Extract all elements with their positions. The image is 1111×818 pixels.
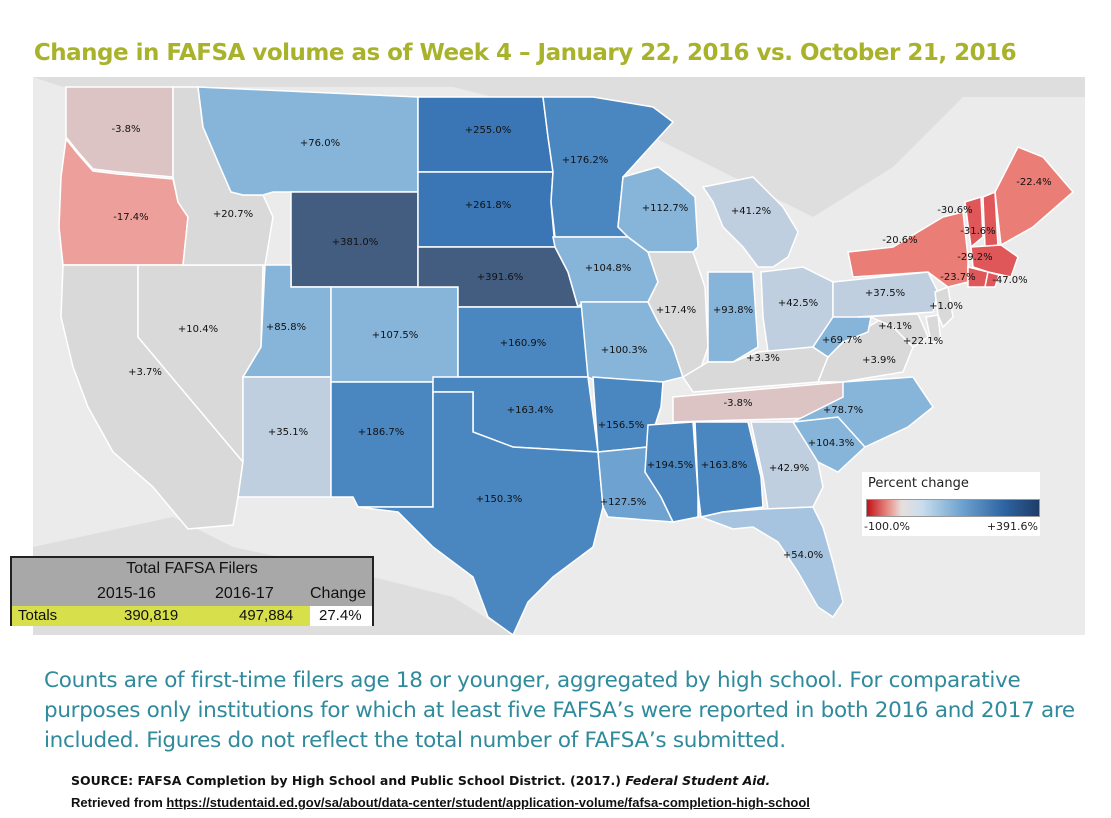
- state-de[interactable]: [925, 314, 942, 343]
- retrieved-prefix: Retrieved from: [71, 795, 167, 810]
- state-label-md: +4.1%: [878, 321, 912, 332]
- state-nc[interactable]: [792, 376, 935, 448]
- col-2015-16: 2015-16: [97, 585, 156, 602]
- state-label-sd: +261.8%: [465, 200, 512, 211]
- state-label-ar: +156.5%: [598, 420, 645, 431]
- state-label-ga: +42.9%: [769, 463, 809, 474]
- legend-max-label: +391.6%: [986, 520, 1038, 533]
- state-label-ut: +85.8%: [266, 322, 306, 333]
- legend-title: Percent change: [868, 476, 969, 491]
- state-label-ma: -29.2%: [957, 252, 992, 263]
- state-label-la: +127.5%: [600, 497, 647, 508]
- totals-value-2016-17: 497,884: [239, 607, 294, 624]
- state-label-mn: +176.2%: [562, 155, 609, 166]
- totals-table: Total FAFSA Filers 2015-16 2016-17 Chang…: [10, 556, 374, 626]
- state-mi[interactable]: [701, 176, 799, 268]
- state-ma[interactable]: [970, 244, 1019, 278]
- state-fl[interactable]: [698, 506, 844, 619]
- state-label-tn: -3.8%: [723, 398, 752, 409]
- state-in[interactable]: [707, 271, 759, 363]
- state-nj[interactable]: [934, 285, 954, 329]
- state-label-nv: +10.4%: [178, 324, 218, 335]
- col-2016-17: 2016-17: [215, 585, 274, 602]
- state-label-ct: -23.7%: [940, 272, 975, 283]
- state-label-ms: +194.5%: [647, 460, 694, 471]
- totals-column-headers: 2015-16 2016-17 Change: [12, 585, 372, 605]
- state-label-tx: +150.3%: [476, 494, 523, 505]
- state-label-wv: +69.7%: [822, 335, 862, 346]
- source-url-link[interactable]: https://studentaid.ed.gov/sa/about/data-…: [166, 795, 810, 810]
- source-citation: SOURCE: FAFSA Completion by High School …: [71, 773, 770, 788]
- state-label-mt: +76.0%: [300, 138, 340, 149]
- state-label-al: +163.8%: [701, 460, 748, 471]
- state-label-ny: -20.6%: [882, 235, 917, 246]
- state-label-mo: +100.3%: [601, 345, 648, 356]
- state-label-wi: +112.7%: [642, 203, 689, 214]
- state-label-ca: +3.7%: [128, 367, 162, 378]
- legend-color-ramp: [866, 499, 1040, 517]
- state-label-co: +107.5%: [372, 330, 419, 341]
- state-label-nc: +78.7%: [823, 405, 863, 416]
- canada-region: [33, 77, 1085, 217]
- state-label-id: +20.7%: [213, 209, 253, 220]
- state-ri[interactable]: [984, 271, 1000, 288]
- retrieved-line: Retrieved from https://studentaid.ed.gov…: [71, 795, 810, 810]
- state-ms[interactable]: [644, 421, 699, 523]
- state-vt[interactable]: [964, 195, 984, 249]
- state-al[interactable]: [694, 421, 764, 518]
- totals-row-label: Totals: [18, 607, 58, 624]
- map-title: Change in FAFSA volume as of Week 4 – Ja…: [33, 40, 1017, 66]
- state-label-pa: +37.5%: [865, 288, 905, 299]
- state-label-in: +93.8%: [713, 305, 753, 316]
- state-label-nm: +186.7%: [358, 427, 405, 438]
- totals-change-cell: 27.4%: [310, 606, 372, 626]
- state-label-ia: +104.8%: [585, 263, 632, 274]
- state-md[interactable]: [857, 313, 929, 348]
- totals-value-2015-16: 390,819: [124, 607, 179, 624]
- state-label-va: +3.9%: [862, 355, 896, 366]
- source-italic: Federal Student Aid.: [625, 773, 771, 788]
- state-label-sc: +104.3%: [808, 438, 855, 449]
- totals-change-value: 27.4%: [319, 607, 362, 624]
- state-label-wy: +381.0%: [332, 237, 379, 248]
- state-label-ri: -47.0%: [992, 275, 1027, 286]
- state-tx[interactable]: [357, 391, 604, 635]
- state-label-vt: -30.6%: [937, 205, 972, 216]
- totals-header: Total FAFSA Filers: [126, 560, 258, 577]
- state-label-nj: +1.0%: [929, 301, 963, 312]
- state-label-fl: +54.0%: [783, 550, 823, 561]
- state-label-az: +35.1%: [268, 427, 308, 438]
- totals-data-row: Totals 390,819 497,884: [12, 606, 372, 626]
- state-label-or: -17.4%: [113, 212, 148, 223]
- state-label-ky: +3.3%: [746, 353, 780, 364]
- state-ny[interactable]: [847, 211, 969, 288]
- source-prefix: SOURCE: FAFSA Completion by High School …: [71, 773, 626, 788]
- state-label-mi: +41.2%: [731, 206, 771, 217]
- state-label-de: +22.1%: [903, 336, 943, 347]
- legend: Percent change -100.0% +391.6%: [862, 472, 1040, 536]
- state-label-me: -22.4%: [1016, 177, 1051, 188]
- state-label-oh: +42.5%: [778, 298, 818, 309]
- state-label-nh: -31.6%: [960, 226, 995, 237]
- state-label-ks: +160.9%: [500, 338, 547, 349]
- state-nm[interactable]: [330, 381, 434, 508]
- state-label-nd: +255.0%: [465, 125, 512, 136]
- state-label-il: +17.4%: [656, 305, 696, 316]
- us-choropleth-map: -3.8% -17.4% +3.7% +10.4% +20.7% +76.0% +381.0…: [33, 77, 1085, 635]
- state-label-wa: -3.8%: [111, 124, 140, 135]
- state-me[interactable]: [994, 146, 1075, 247]
- state-label-ok: +163.4%: [507, 405, 554, 416]
- legend-min-label: -100.0%: [864, 520, 910, 533]
- footnote-text: Counts are of first-time filers age 18 o…: [44, 668, 1075, 753]
- col-change: Change: [310, 585, 367, 602]
- state-label-ne: +391.6%: [477, 272, 524, 283]
- map-svg: -3.8% -17.4% +3.7% +10.4% +20.7% +76.0% +381.0…: [33, 77, 1085, 635]
- state-wi[interactable]: [617, 166, 699, 253]
